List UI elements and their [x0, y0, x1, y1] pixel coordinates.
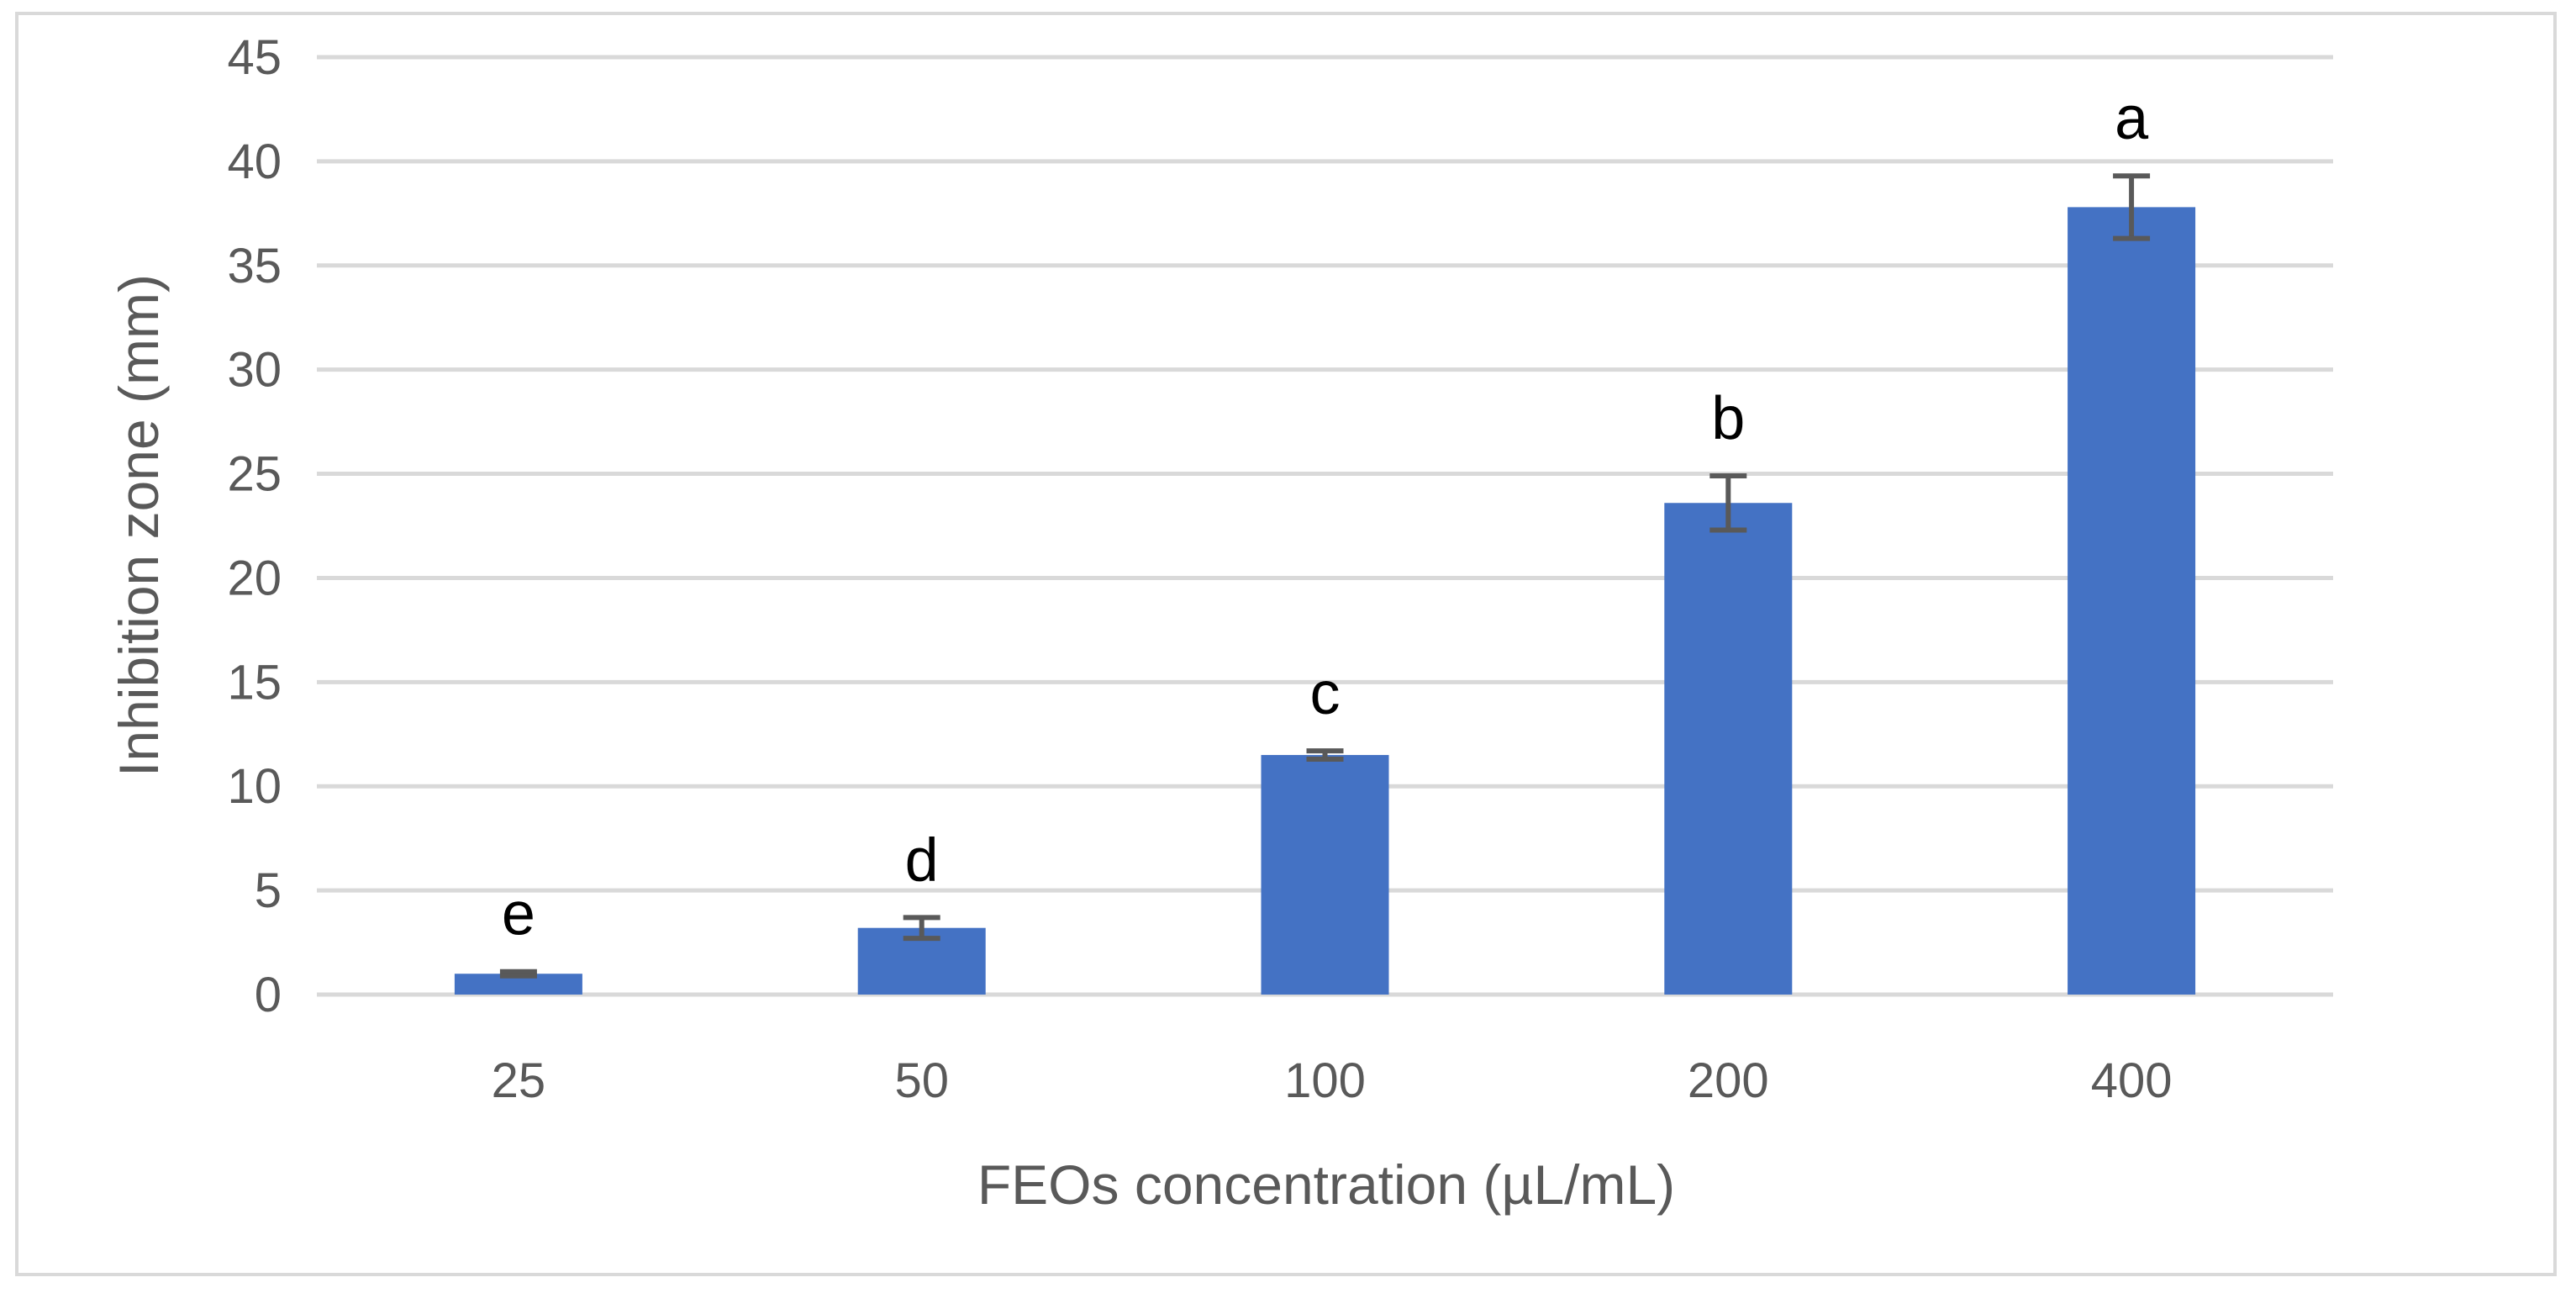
y-axis-label: Inhibition zone (mm) [108, 274, 170, 777]
y-tick-label: 0 [255, 968, 282, 1022]
x-tick-label: 25 [492, 1053, 546, 1108]
significance-letter: d [905, 826, 939, 894]
significance-letter: c [1310, 660, 1341, 727]
significance-letter: a [2115, 85, 2149, 152]
significance-letter: e [502, 881, 535, 948]
y-tick-label: 45 [227, 30, 282, 85]
x-tick-label: 50 [894, 1053, 949, 1108]
y-tick-label: 25 [227, 447, 282, 502]
error-bar [1306, 748, 1344, 763]
bar [1261, 755, 1389, 995]
y-tick-label: 15 [227, 655, 282, 710]
error-bar [2113, 173, 2151, 241]
significance-letter: b [1711, 385, 1745, 452]
error-bar [1709, 473, 1747, 533]
x-tick-label: 100 [1284, 1053, 1366, 1108]
y-tick-label: 30 [227, 343, 282, 398]
x-axis-label: FEOs concentration (µL/mL) [977, 1153, 1675, 1216]
y-tick-label: 10 [227, 759, 282, 814]
error-bar [903, 915, 940, 942]
y-tick-label: 20 [227, 551, 282, 605]
bar [1664, 503, 1793, 995]
x-tick-label: 200 [1688, 1053, 1769, 1108]
x-tick-label: 400 [2091, 1053, 2173, 1108]
y-tick-label: 35 [227, 239, 282, 293]
bar [2068, 207, 2196, 995]
y-tick-label: 40 [227, 135, 282, 189]
error-bar [499, 969, 537, 979]
y-tick-label: 5 [255, 863, 282, 918]
